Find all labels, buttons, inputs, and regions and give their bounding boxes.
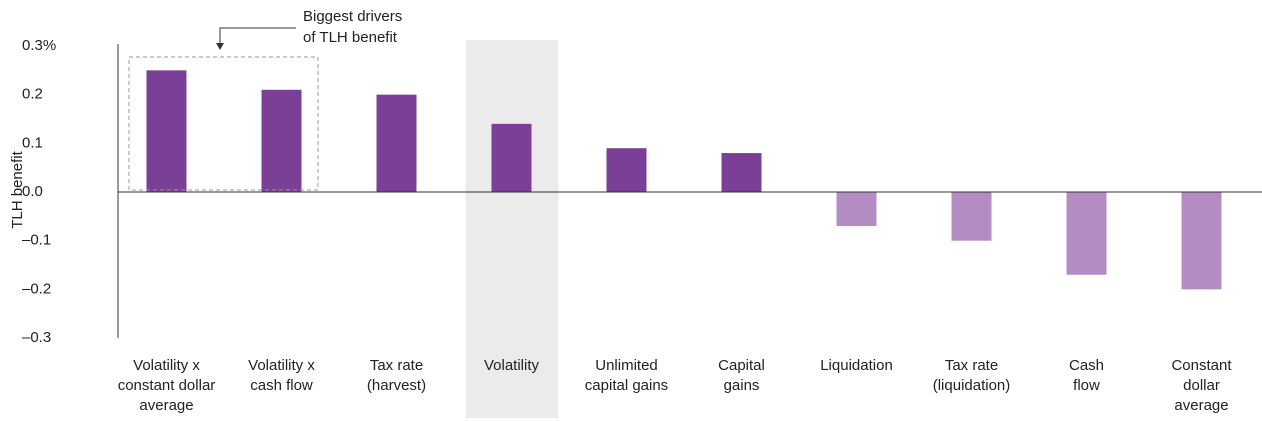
annotation: Biggest drivers: [303, 8, 402, 25]
x-tick-line: constant dollar: [118, 377, 216, 394]
x-tick-label: Tax rate (liquidation): [933, 357, 1011, 394]
x-tick-line: Tax rate: [370, 357, 423, 374]
x-tick-label: Capital gains: [718, 357, 765, 394]
x-tick-line: average: [139, 397, 193, 414]
x-tick-line: capital gains: [585, 377, 668, 394]
x-tick-line: Constant: [1171, 357, 1232, 374]
x-tick-line: flow: [1073, 377, 1100, 394]
bar: [1181, 192, 1222, 290]
x-tick-label: Cash flow: [1069, 357, 1104, 394]
bar: [721, 153, 762, 192]
bar: [606, 148, 647, 192]
bar: [1066, 192, 1107, 275]
y-tick-label: –0.1: [22, 232, 51, 249]
y-tick-label: 0.2: [22, 86, 43, 103]
x-tick-line: Volatility x: [133, 357, 200, 374]
annotation: of TLH benefit: [303, 29, 398, 46]
annotation-arrow: [219, 27, 296, 44]
x-tick-line: Volatility x: [248, 357, 315, 374]
bar: [951, 192, 992, 241]
y-tick-label: 0.1: [22, 134, 43, 151]
bar: [491, 123, 532, 192]
x-tick-line: Capital: [718, 357, 765, 374]
x-tick-line: average: [1174, 397, 1228, 414]
x-tick-label: Volatility: [484, 357, 540, 374]
x-tick-line: Volatility: [484, 357, 540, 374]
bar: [146, 70, 187, 192]
annotation-box: [128, 56, 319, 191]
x-tick-label: Unlimited capital gains: [585, 357, 668, 394]
y-tick-label: 0.0: [22, 183, 43, 200]
x-tick-line: Unlimited: [595, 357, 658, 374]
bar: [261, 89, 302, 192]
x-tick-line: Tax rate: [945, 357, 998, 374]
x-tick-label: Volatility x constant dollar average: [118, 357, 216, 414]
bar: [376, 94, 417, 192]
y-tick-label: 0.3%: [22, 37, 56, 54]
x-tick-label: Liquidation: [820, 357, 893, 374]
arrow-head: [216, 43, 224, 50]
x-tick-line: gains: [724, 377, 760, 394]
x-tick-line: (liquidation): [933, 377, 1011, 394]
bar: [836, 192, 877, 227]
highlight-band: [465, 40, 559, 418]
x-tick-line: Cash: [1069, 357, 1104, 374]
x-tick-label: Volatility x cash flow: [248, 357, 315, 394]
x-tick-line: dollar: [1183, 377, 1220, 394]
y-axis-label: TLH benefit: [9, 150, 26, 228]
y-tick-label: –0.3: [22, 329, 51, 346]
x-tick-label: Constant dollar average: [1171, 357, 1232, 414]
x-tick-line: Liquidation: [820, 357, 893, 374]
x-tick-label: Tax rate (harvest): [367, 357, 426, 394]
y-tick-label: –0.2: [22, 280, 51, 297]
x-tick-line: (harvest): [367, 377, 426, 394]
x-tick-line: cash flow: [250, 377, 313, 394]
